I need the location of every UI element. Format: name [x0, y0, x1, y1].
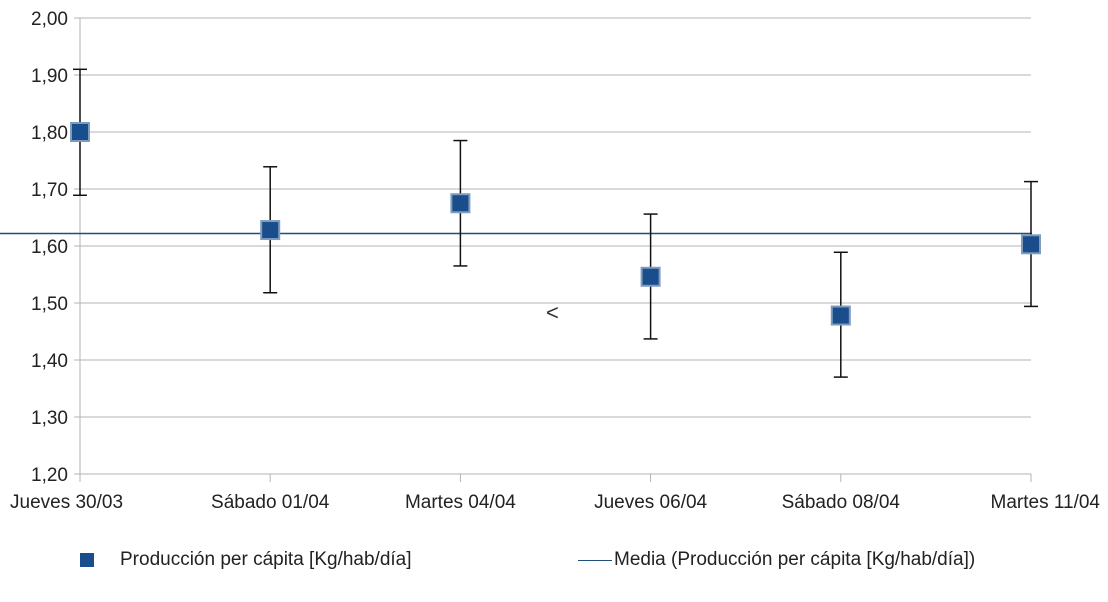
y-tick-label: 1,20: [31, 465, 68, 486]
legend-square-marker: [80, 553, 94, 567]
data-point: [450, 193, 471, 214]
y-tick-label: 1,50: [31, 294, 68, 315]
chart: 1,20 1,30 1,40 1,50 1,60 1,70 1,80 1,90 2,00 Jue…: [0, 9, 1100, 513]
data-point: [1021, 234, 1041, 255]
legend-item-production: Producción per cápita [Kg/hab/día]: [80, 540, 412, 580]
legend: Producción per cápita [Kg/hab/día] Media…: [0, 540, 1108, 580]
y-tick-label: 1,30: [31, 408, 68, 429]
y-tick-label: 2,00: [31, 9, 68, 30]
chart-annotation: <: [546, 300, 559, 325]
y-tick-label: 1,90: [31, 66, 68, 87]
y-tick-labels: 1,20 1,30 1,40 1,50 1,60 1,70 1,80 1,90 2,00: [31, 9, 68, 486]
y-tick-label: 1,70: [31, 180, 68, 201]
legend-label-mean: Media (Producción per cápita [Kg/hab/día…: [614, 549, 976, 570]
y-tick-label: 1,60: [31, 237, 68, 258]
axes: [74, 17, 1032, 482]
data-point: [640, 266, 661, 287]
x-tick-label: Jueves 06/04: [594, 492, 707, 513]
y-tick-label: 1,40: [31, 351, 68, 372]
legend-item-mean: Media (Producción per cápita [Kg/hab/día…: [578, 540, 975, 580]
data-point: [830, 305, 851, 326]
x-tick-labels: Jueves 30/03 Sábado 01/04 Martes 04/04 Juev…: [10, 492, 1100, 513]
legend-line-marker: [578, 559, 612, 561]
y-tick-label: 1,80: [31, 123, 68, 144]
x-tick-label: Sábado 01/04: [211, 492, 330, 513]
data-points: [70, 122, 1041, 326]
x-tick-label: Martes 04/04: [405, 492, 516, 513]
data-point: [260, 220, 281, 241]
legend-label-production: Producción per cápita [Kg/hab/día]: [120, 549, 412, 570]
error-bars: [73, 68, 1038, 378]
x-tick-label: Martes 11/04: [991, 492, 1101, 513]
data-point: [70, 122, 90, 142]
x-tick-label: Jueves 30/03: [10, 492, 123, 513]
gridlines: [80, 17, 1031, 475]
x-tick-label: Sábado 08/04: [782, 492, 901, 513]
